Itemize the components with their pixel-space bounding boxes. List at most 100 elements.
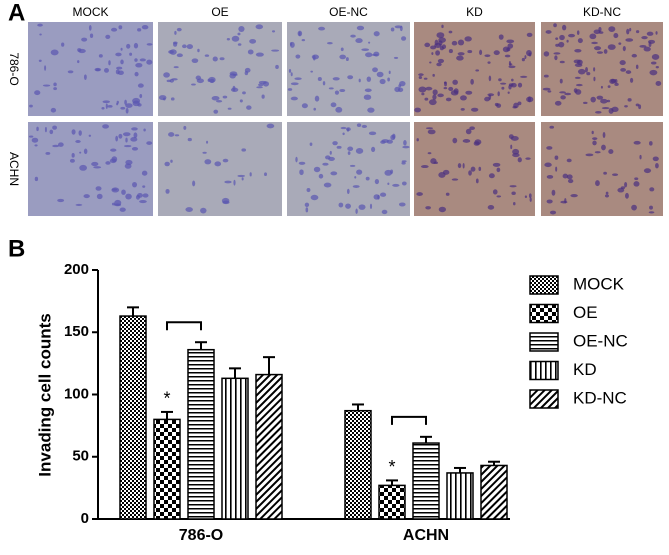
cell [332,77,340,81]
cell [448,86,454,92]
cell [617,187,625,193]
cell [493,50,500,56]
cell [424,97,429,101]
cell [372,67,378,73]
cell [506,39,515,44]
cell [77,48,82,52]
cell [317,76,322,82]
cell [227,107,232,110]
cell [125,193,132,200]
cell [166,79,172,83]
cell [521,57,525,62]
cell [287,88,293,91]
cell [271,30,276,33]
cell [120,106,126,110]
cell [111,188,118,191]
cell [171,78,178,81]
cell [356,25,365,31]
cell [31,137,39,143]
cell [484,54,491,58]
cell [392,183,400,187]
cell [576,83,583,87]
cell [354,176,357,179]
cell [233,179,236,186]
cell [356,169,363,175]
cell [98,54,103,58]
cell [634,177,639,181]
cell [437,58,445,64]
cell [590,96,596,103]
cell [335,106,343,113]
cell [574,48,582,53]
cell [57,198,65,203]
cell [216,100,223,103]
legend-label: OE [573,303,598,322]
cell [635,103,640,107]
cell [559,34,565,41]
cell [258,83,264,87]
cell [309,142,313,146]
cell [601,107,610,110]
cell [377,194,380,200]
cell [376,71,384,78]
cell [432,94,437,100]
cell [487,93,495,97]
cell [329,150,332,155]
cell [71,129,76,135]
cell [570,194,578,198]
legend-swatch [529,303,559,324]
cell [124,99,127,105]
cell [297,30,303,37]
cell [191,83,196,86]
cell [135,194,140,200]
cell [520,75,528,78]
cell [464,36,472,42]
cell [390,134,396,141]
cell [631,204,637,211]
cell [549,125,555,129]
cell [142,193,149,198]
cell [425,86,433,91]
cell [593,76,596,82]
cell [513,202,516,206]
cell [299,169,304,176]
cell [350,34,356,38]
cell [462,139,471,143]
cell [603,171,607,175]
cell [614,82,619,87]
cell [241,177,244,181]
cell [367,107,375,113]
cell [176,27,182,32]
cell [52,144,60,148]
cell [125,107,129,114]
cell [111,156,118,163]
cell [574,76,581,79]
cell [105,161,111,165]
cell [564,92,572,96]
cell [648,211,655,214]
cell [271,49,280,52]
cell [301,38,306,42]
cell [49,129,54,135]
cell [34,144,38,147]
cell [429,61,432,64]
cell [214,161,222,167]
cell [499,82,507,85]
cell [553,52,561,55]
cell [420,165,429,169]
cell [610,78,617,83]
cell [502,46,510,53]
cell [559,60,565,64]
cell [202,151,207,154]
cell [595,111,602,114]
cell [310,194,319,201]
y-axis-title: Invading cell counts [35,313,54,476]
cell [143,128,146,132]
cell [108,60,111,66]
cell [573,59,581,64]
cell [242,91,246,95]
cell [594,151,601,154]
cell [438,206,447,213]
cell [451,178,459,181]
cell [355,38,363,44]
